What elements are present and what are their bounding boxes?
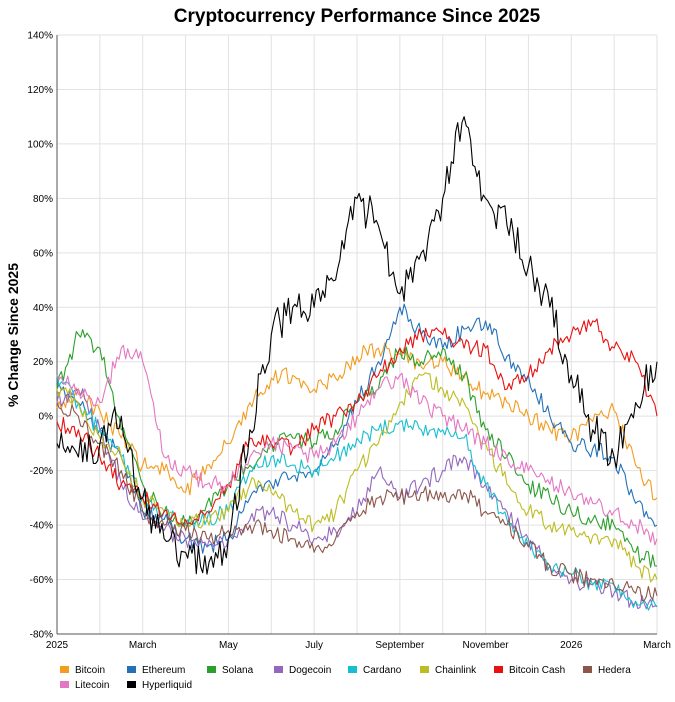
x-tick-label: November bbox=[463, 640, 510, 651]
y-tick-label: 40% bbox=[33, 303, 53, 314]
legend-swatch-solana bbox=[207, 666, 216, 673]
series-line-bitcoin bbox=[56, 342, 658, 501]
series-lines bbox=[56, 116, 658, 611]
series-line-hyperliquid bbox=[56, 116, 658, 575]
legend-label-bitcoin-cash: Bitcoin Cash bbox=[509, 665, 565, 676]
legend: Bitcoin Ethereum Solana Dogecoin Cardano Chai… bbox=[60, 665, 631, 691]
x-tick-label: 2025 bbox=[46, 640, 69, 651]
y-tick-label: 120% bbox=[27, 85, 53, 96]
y-tick-label: 80% bbox=[33, 194, 53, 205]
y-tick-label: 100% bbox=[27, 139, 53, 150]
y-axis-label: % Change Since 2025 bbox=[5, 263, 21, 407]
chart-title: Cryptocurrency Performance Since 2025 bbox=[174, 6, 541, 27]
grid bbox=[56, 34, 658, 635]
legend-label-litecoin: Litecoin bbox=[75, 680, 109, 691]
y-tick-label: -80% bbox=[30, 630, 53, 641]
y-tick-label: -60% bbox=[30, 575, 53, 586]
legend-label-chainlink: Chainlink bbox=[435, 665, 477, 676]
legend-label-hyperliquid: Hyperliquid bbox=[142, 680, 192, 691]
legend-swatch-bitcoin-cash bbox=[494, 666, 503, 673]
legend-label-ethereum: Ethereum bbox=[142, 665, 185, 676]
y-tick-label: -20% bbox=[30, 466, 53, 477]
y-tick-label: 140% bbox=[27, 31, 53, 42]
legend-swatch-ethereum bbox=[127, 666, 136, 673]
legend-swatch-dogecoin bbox=[274, 666, 283, 673]
series-line-litecoin bbox=[56, 344, 658, 546]
legend-swatch-chainlink bbox=[420, 666, 429, 673]
y-tick-label: 20% bbox=[33, 357, 53, 368]
x-tick-label: March bbox=[129, 640, 157, 651]
series-line-hedera bbox=[56, 402, 658, 602]
legend-label-cardano: Cardano bbox=[363, 665, 402, 676]
y-tick-labels: -80% -60% -40% -20% 0% 20% 40% 60% 80% 100% 120% 14… bbox=[27, 31, 53, 641]
legend-swatch-cardano bbox=[348, 666, 357, 673]
x-tick-label: May bbox=[219, 640, 238, 651]
legend-swatch-hedera bbox=[583, 666, 592, 673]
legend-label-bitcoin: Bitcoin bbox=[75, 665, 105, 676]
series-line-cardano bbox=[56, 375, 658, 611]
legend-swatch-hyperliquid bbox=[127, 681, 136, 688]
x-tick-label: September bbox=[375, 640, 425, 651]
legend-label-hedera: Hedera bbox=[598, 665, 631, 676]
x-tick-labels: 2025 March May July September November 2026 Mar… bbox=[46, 640, 671, 651]
series-line-chainlink bbox=[56, 372, 658, 583]
legend-swatch-bitcoin bbox=[60, 666, 69, 673]
legend-label-dogecoin: Dogecoin bbox=[289, 665, 331, 676]
y-tick-label: 60% bbox=[33, 248, 53, 259]
x-tick-label: July bbox=[305, 640, 323, 651]
y-tick-label: 0% bbox=[39, 412, 54, 423]
series-line-bitcoin-cash bbox=[56, 318, 658, 526]
legend-swatch-litecoin bbox=[60, 681, 69, 688]
y-tick-label: -40% bbox=[30, 521, 53, 532]
x-tick-label: 2026 bbox=[560, 640, 583, 651]
legend-label-solana: Solana bbox=[222, 665, 254, 676]
x-tick-label: March bbox=[643, 640, 671, 651]
